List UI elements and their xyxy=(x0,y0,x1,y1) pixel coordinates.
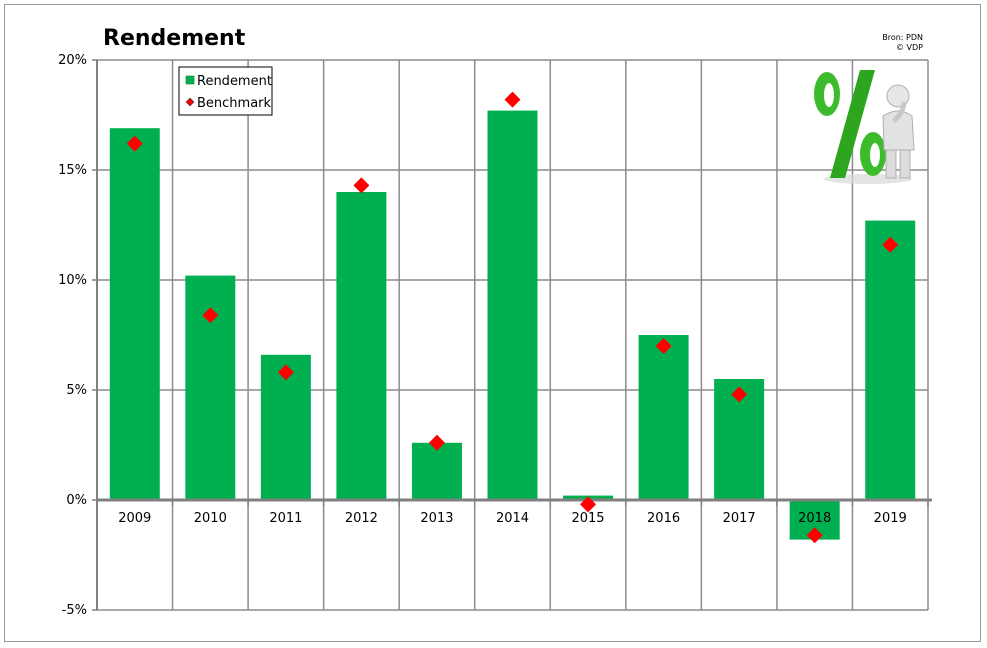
chart-title: Rendement xyxy=(103,26,246,51)
legend: Rendement Benchmark xyxy=(178,66,273,116)
y-tick-label: 10% xyxy=(58,273,87,288)
y-tick-label: 5% xyxy=(66,383,87,398)
y-tick-label: 15% xyxy=(58,163,87,178)
x-tick-label-2018: 2018 xyxy=(798,511,831,526)
source-line-2: © VDP xyxy=(896,43,923,52)
bar-2016 xyxy=(638,335,689,500)
benchmark-marker-2014 xyxy=(504,91,521,108)
benchmark-marker-2009 xyxy=(126,135,143,152)
x-tick-label-2016: 2016 xyxy=(647,511,680,526)
legend-box xyxy=(178,66,273,116)
benchmark-marker-2017 xyxy=(731,386,748,403)
benchmark-marker-2018 xyxy=(806,527,823,544)
x-tick-label-2017: 2017 xyxy=(723,511,756,526)
bar-2009 xyxy=(109,128,160,500)
benchmark-marker-2019 xyxy=(882,236,899,253)
bar-2019 xyxy=(865,220,916,500)
x-tick-label-2011: 2011 xyxy=(269,511,302,526)
legend-swatch-rendement xyxy=(185,75,195,85)
x-tick-label-2019: 2019 xyxy=(874,511,907,526)
x-tick-label-2015: 2015 xyxy=(571,511,604,526)
bar-2012 xyxy=(336,192,387,500)
benchmark-marker-2013 xyxy=(428,434,445,451)
x-tick-label-2013: 2013 xyxy=(420,511,453,526)
benchmark-marker-2011 xyxy=(277,364,294,381)
benchmark-marker-2012 xyxy=(353,177,370,194)
legend-label-benchmark: Benchmark xyxy=(197,96,272,111)
bar-series-rendement xyxy=(109,110,916,540)
y-tick-label: 0% xyxy=(66,493,87,508)
x-tick-label-2014: 2014 xyxy=(496,511,529,526)
y-tick-label: -5% xyxy=(62,603,87,618)
marker-series-benchmark xyxy=(126,91,899,544)
bar-2014 xyxy=(487,110,538,500)
benchmark-marker-2015 xyxy=(580,496,597,513)
percent-thinking-figure-icon xyxy=(814,70,915,184)
y-tick-label: 20% xyxy=(58,53,87,68)
x-tick-label-2009: 2009 xyxy=(118,511,151,526)
x-tick-label-2010: 2010 xyxy=(194,511,227,526)
source-line-1: Bron: PDN xyxy=(882,33,923,42)
legend-label-rendement: Rendement xyxy=(197,74,272,89)
bar-2013 xyxy=(411,442,462,500)
legend-swatch-benchmark xyxy=(185,97,195,107)
benchmark-marker-2016 xyxy=(655,338,672,354)
axes xyxy=(92,59,932,611)
benchmark-marker-2010 xyxy=(202,307,219,324)
x-tick-label-2012: 2012 xyxy=(345,511,378,526)
y-tick-labels: -5% 0% 5% 10% 15% 20% xyxy=(58,53,87,618)
x-tick-labels: 2009 2010 2011 2012 2013 2014 2015 2016 2017 2018… xyxy=(118,511,907,526)
